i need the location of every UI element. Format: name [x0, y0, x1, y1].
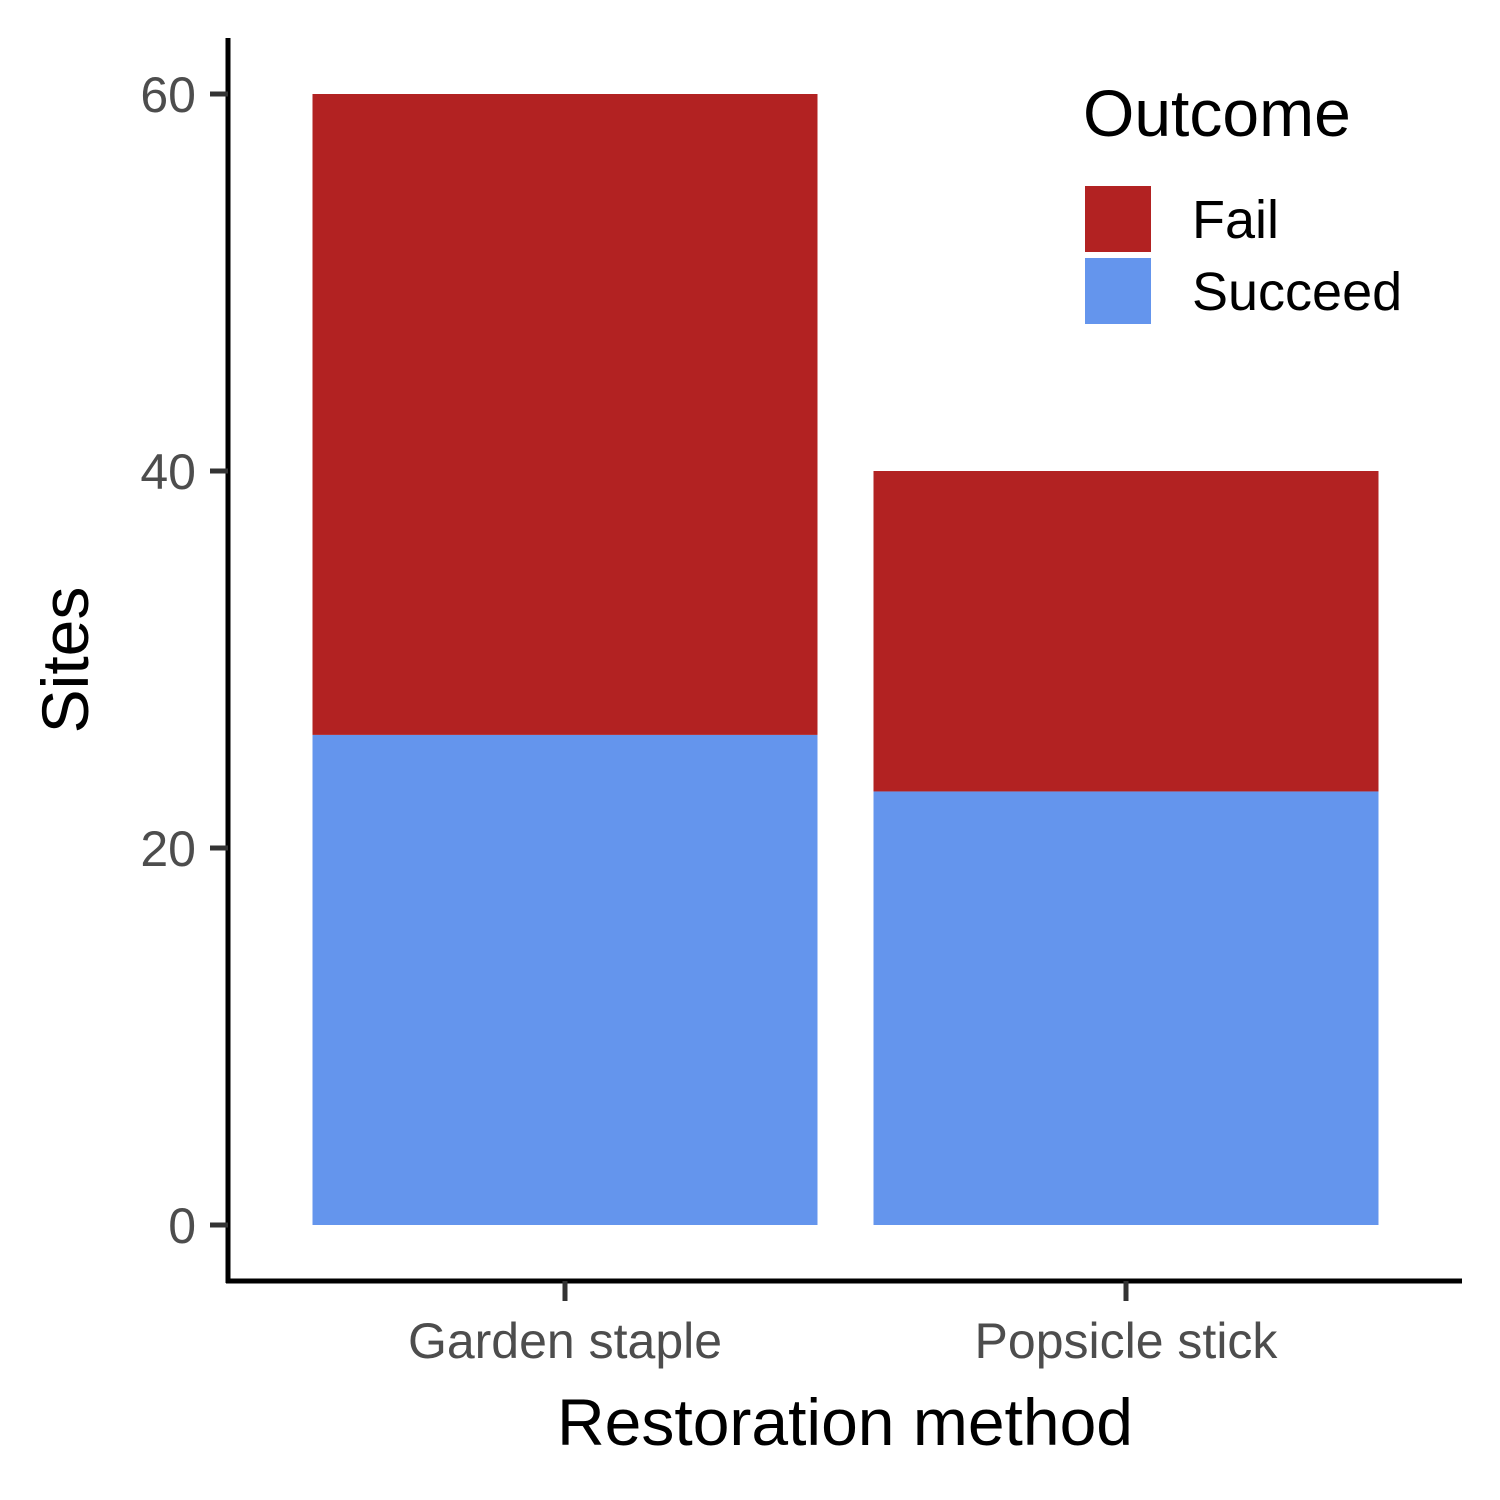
bars-group	[312, 94, 1379, 1225]
legend-key-fail	[1085, 186, 1151, 252]
legend-label-fail: Fail	[1192, 190, 1279, 250]
x-axis: Garden staple Popsicle stick	[226, 1278, 1462, 1369]
bar-succeed-garden-staple	[312, 734, 818, 1225]
x-axis-title: Restoration method	[557, 1385, 1133, 1459]
legend-entries: Fail Succeed	[1085, 186, 1402, 324]
legend: Outcome Fail Succeed	[1083, 76, 1402, 324]
y-tick-label: 40	[140, 444, 196, 500]
y-tick-label: 0	[168, 1198, 196, 1254]
y-axis: 0 20 40 60	[140, 38, 231, 1283]
bar-fail-garden-staple	[312, 94, 818, 735]
legend-title: Outcome	[1083, 76, 1351, 150]
bar-fail-popsicle-stick	[873, 471, 1379, 792]
bar-succeed-popsicle-stick	[873, 791, 1379, 1225]
legend-label-succeed: Succeed	[1192, 262, 1402, 322]
y-tick-label: 20	[140, 821, 196, 877]
x-tick-label: Popsicle stick	[975, 1313, 1279, 1369]
y-axis-title: Sites	[28, 587, 102, 734]
legend-key-succeed	[1085, 258, 1151, 324]
x-tick-label: Garden staple	[408, 1313, 722, 1369]
y-tick-label: 60	[140, 67, 196, 123]
